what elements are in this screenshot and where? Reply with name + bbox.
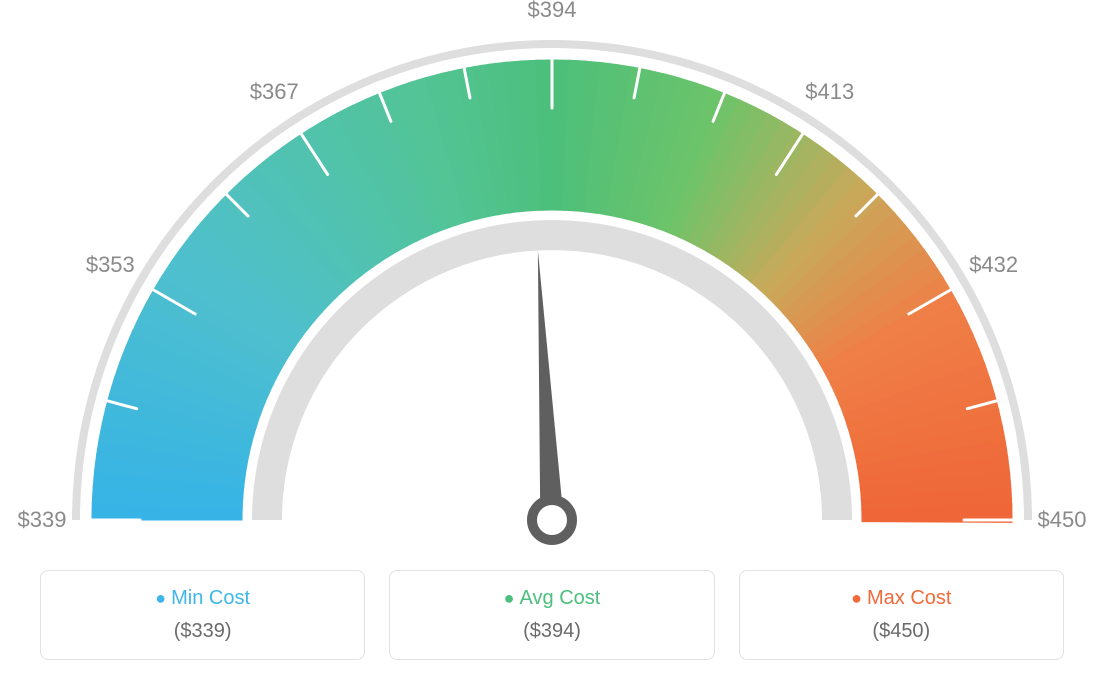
legend-avg-label: Avg Cost — [402, 587, 701, 610]
legend-min-value: ($339) — [53, 620, 352, 643]
gauge-chart: $339 $353 $367 $394 $413 $432 $450 — [0, 0, 1104, 560]
gauge-tick-label: $432 — [969, 252, 1018, 278]
legend-max-value: ($450) — [752, 620, 1051, 643]
legend-min-card: Min Cost ($339) — [40, 570, 365, 660]
legend-max-card: Max Cost ($450) — [739, 570, 1064, 660]
gauge-svg — [0, 0, 1104, 560]
gauge-tick-label: $367 — [250, 79, 299, 105]
legend-min-label: Min Cost — [53, 587, 352, 610]
legend-max-label: Max Cost — [752, 587, 1051, 610]
gauge-tick-label: $450 — [1038, 507, 1087, 533]
gauge-tick-label: $353 — [86, 252, 135, 278]
legend-avg-card: Avg Cost ($394) — [389, 570, 714, 660]
gauge-tick-label: $339 — [18, 507, 67, 533]
legend-avg-value: ($394) — [402, 620, 701, 643]
gauge-tick-label: $413 — [805, 79, 854, 105]
cost-gauge-container: $339 $353 $367 $394 $413 $432 $450 Min Cost ($… — [0, 0, 1104, 690]
gauge-tick-label: $394 — [528, 0, 577, 23]
legend-row: Min Cost ($339) Avg Cost ($394) Max Cost… — [40, 570, 1064, 660]
